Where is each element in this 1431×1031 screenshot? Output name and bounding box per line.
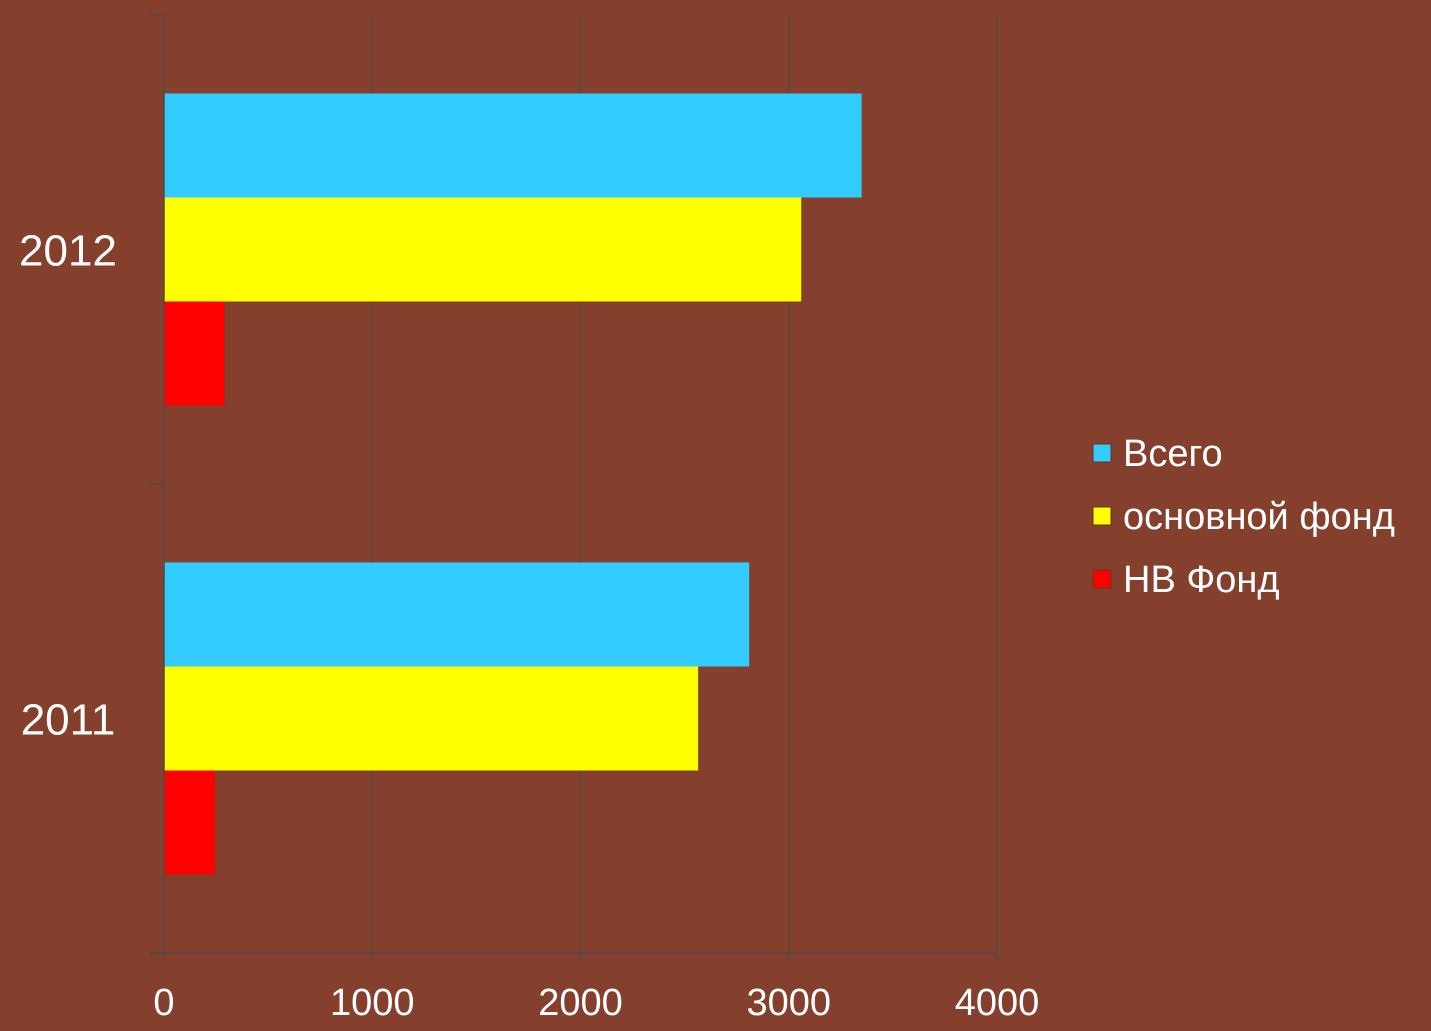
legend-swatch-2 [1092,569,1112,589]
y-category-label: 2012 [19,227,117,276]
legend-label-0: Всего [1123,433,1223,475]
x-tick-label: 3000 [746,982,831,1024]
bar-2012-series-0 [164,93,862,198]
legend-swatch-1 [1092,506,1112,526]
legend-label-1: основной фонд [1123,496,1395,538]
bar-2011-series-0 [164,562,750,667]
x-tick-label: 4000 [955,982,1040,1024]
x-tick-label: 1000 [330,982,415,1024]
x-tick-label: 0 [153,982,174,1024]
bar-2012-series-1 [164,197,802,302]
x-tick-label: 2000 [538,982,623,1024]
bar-2011-series-1 [164,666,699,771]
axis-layer: 0 1000 2000 3000 4000 2012 2011 [19,14,1040,1024]
bar-layer [164,93,862,875]
bar-2012-series-2 [164,301,225,406]
legend: Всего основной фонд НВ Фонд [1092,433,1395,601]
legend-swatch-0 [1092,443,1112,463]
y-category-label: 2011 [21,696,116,745]
bar-2011-series-2 [164,770,216,875]
legend-label-2: НВ Фонд [1123,559,1280,601]
